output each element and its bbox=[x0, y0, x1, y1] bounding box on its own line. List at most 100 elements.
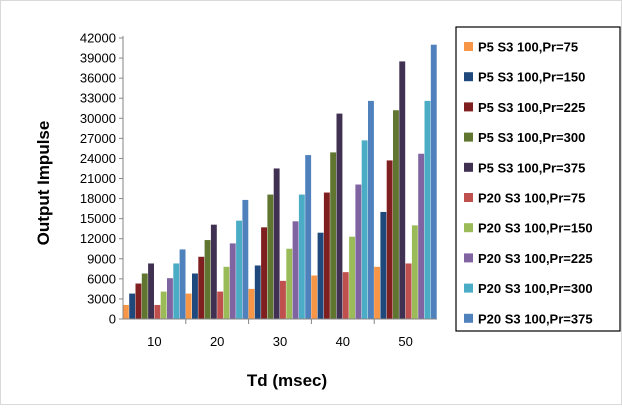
y-axis-title: Output Impulse bbox=[34, 121, 53, 246]
bar bbox=[292, 221, 299, 319]
legend-items: P5 S3 100,Pr=75 P5 S3 100,Pr=150 P5 S3 100… bbox=[464, 40, 593, 326]
bar bbox=[393, 110, 399, 319]
bar bbox=[380, 211, 387, 319]
y-tick-label: 3000 bbox=[87, 291, 116, 306]
y-tick-label: 30000 bbox=[80, 111, 116, 126]
legend-label: P5 S3 100,Pr=150 bbox=[478, 70, 585, 85]
bar-series-group bbox=[122, 44, 437, 320]
bar bbox=[122, 304, 129, 319]
legend-label: P5 S3 100,Pr=75 bbox=[478, 40, 578, 55]
legend-label: P20 S3 100,Pr=375 bbox=[478, 311, 593, 326]
legend-label: P20 S3 100,Pr=225 bbox=[478, 251, 593, 266]
bar bbox=[336, 113, 343, 319]
y-tick-label: 39000 bbox=[80, 51, 116, 66]
bar bbox=[141, 273, 148, 319]
bar bbox=[254, 265, 261, 319]
bar bbox=[330, 152, 337, 319]
legend-label: P5 S3 100,Pr=300 bbox=[478, 130, 585, 145]
bar bbox=[148, 263, 154, 319]
x-tick-label: 40 bbox=[336, 334, 350, 349]
bar bbox=[355, 184, 362, 319]
bar bbox=[154, 304, 161, 319]
bar bbox=[267, 194, 274, 319]
y-tick-label: 36000 bbox=[80, 71, 116, 86]
legend-label: P20 S3 100,Pr=300 bbox=[478, 281, 593, 296]
bar bbox=[236, 220, 242, 319]
bar bbox=[298, 194, 305, 319]
y-tick-label: 12000 bbox=[80, 231, 116, 246]
bar bbox=[173, 263, 180, 319]
bar bbox=[317, 232, 324, 319]
bar bbox=[135, 283, 142, 319]
legend-label: P5 S3 100,Pr=375 bbox=[478, 160, 585, 175]
bar bbox=[273, 168, 280, 319]
y-tick-label: 24000 bbox=[80, 151, 116, 166]
legend-label: P5 S3 100,Pr=225 bbox=[478, 100, 585, 115]
legend-swatch bbox=[464, 253, 473, 263]
bar bbox=[217, 291, 224, 319]
bar bbox=[386, 160, 393, 319]
bar bbox=[129, 293, 136, 319]
bar bbox=[405, 263, 412, 319]
legend-box bbox=[455, 26, 621, 332]
y-tick-label: 18000 bbox=[80, 191, 116, 206]
y-tick-label: 21000 bbox=[80, 171, 116, 186]
bar bbox=[305, 155, 312, 319]
bar bbox=[261, 227, 267, 319]
bar bbox=[349, 236, 355, 319]
legend-swatch bbox=[464, 223, 473, 233]
bar bbox=[242, 199, 249, 319]
bar bbox=[248, 288, 255, 319]
legend-swatch bbox=[464, 162, 473, 172]
bar bbox=[368, 100, 374, 319]
bar bbox=[198, 256, 205, 319]
y-tick-label: 6000 bbox=[87, 271, 116, 286]
x-axis-title: Td (msec) bbox=[247, 371, 327, 390]
y-tick-label: 9000 bbox=[87, 251, 116, 266]
legend-swatch bbox=[464, 42, 473, 51]
legend: P5 S3 100,Pr=75 P5 S3 100,Pr=150 P5 S3 100… bbox=[455, 26, 621, 332]
x-tick-label: 30 bbox=[273, 334, 287, 349]
x-tick-label: 20 bbox=[210, 334, 224, 349]
bar bbox=[210, 224, 217, 319]
y-tick-label: 27000 bbox=[80, 131, 116, 146]
x-axis-ticks: 10 20 30 40 50 bbox=[147, 319, 413, 349]
legend-label: P20 S3 100,Pr=150 bbox=[478, 221, 593, 236]
bar bbox=[430, 44, 437, 319]
x-tick-label: 10 bbox=[147, 334, 161, 349]
bar bbox=[160, 291, 167, 319]
x-tick-label: 50 bbox=[398, 334, 412, 349]
bar bbox=[179, 249, 186, 319]
bar bbox=[167, 278, 173, 319]
bar bbox=[204, 240, 211, 319]
legend-swatch bbox=[464, 102, 473, 112]
legend-swatch bbox=[464, 72, 473, 82]
bar bbox=[399, 61, 406, 320]
bar bbox=[418, 153, 425, 319]
bar bbox=[323, 192, 330, 319]
bar bbox=[424, 100, 431, 319]
bar bbox=[374, 266, 380, 319]
y-tick-label: 33000 bbox=[80, 91, 116, 106]
bar bbox=[286, 248, 293, 319]
bar bbox=[342, 272, 349, 319]
bar bbox=[192, 273, 198, 319]
legend-label: P20 S3 100,Pr=75 bbox=[478, 191, 585, 206]
legend-swatch bbox=[464, 283, 473, 293]
y-tick-label: 15000 bbox=[80, 211, 116, 226]
bar bbox=[223, 266, 230, 319]
y-tick-label: 42000 bbox=[80, 31, 116, 46]
bar bbox=[411, 225, 418, 319]
bar bbox=[361, 140, 368, 319]
legend-swatch bbox=[464, 193, 473, 202]
bar bbox=[311, 275, 318, 319]
y-axis-ticks: 0 3000 6000 9000 12000 15000 18000 21000 24000 27… bbox=[80, 31, 123, 327]
bar bbox=[229, 243, 236, 319]
y-tick-label: 0 bbox=[109, 312, 116, 327]
legend-swatch bbox=[464, 313, 473, 323]
bar bbox=[185, 293, 192, 319]
legend-swatch bbox=[464, 132, 473, 142]
bar bbox=[280, 280, 286, 319]
